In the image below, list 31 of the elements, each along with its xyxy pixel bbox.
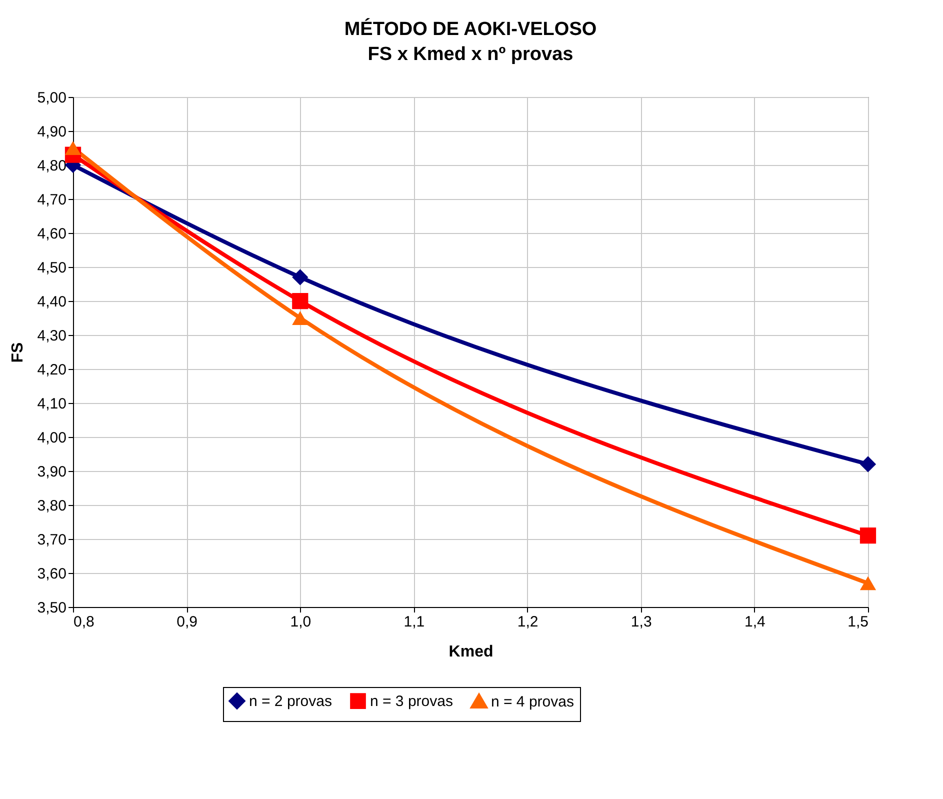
legend-label: n = 3 provas [370,693,453,710]
y-tick-label: 5,00 [37,90,66,106]
y-tick-label: 4,80 [37,158,66,174]
y-tick-label: 3,50 [37,600,66,616]
y-tick-label: 4,20 [37,362,66,378]
x-tick-label: 1,3 [630,614,652,630]
y-tick-label: 4,40 [37,294,66,310]
y-tick-label: 3,60 [37,566,66,582]
x-tick-label: 1,5 [848,614,868,630]
x-tick-label: 1,0 [290,614,312,630]
chart-title: MÉTODO DE AOKI-VELOSO [344,18,597,40]
y-tick-label: 4,50 [37,260,66,276]
y-tick-label: 4,10 [37,396,66,412]
y-tick-label: 3,70 [37,532,66,548]
x-tick-label: 0,9 [176,614,198,630]
y-tick-label: 3,90 [37,464,66,480]
x-tick-label: 1,4 [744,614,766,630]
x-tick-label: 1,2 [517,614,538,630]
y-axis-title: FS [9,342,26,363]
y-tick-label: 4,30 [37,328,66,344]
x-axis-title: Kmed [448,644,494,660]
legend-label: n = 2 provas [249,693,332,710]
legend-label: n = 4 provas [491,693,574,710]
y-tick-label: 4,00 [37,430,66,446]
x-tick-label: 1,1 [404,614,425,630]
x-tick-label: 0,8 [74,614,94,630]
y-tick-label: 3,80 [37,498,66,514]
y-tick-label: 4,90 [37,124,66,140]
y-tick-label: 4,70 [37,192,66,208]
chart-subtitle: FS x Kmed x nº provas [368,44,574,65]
y-tick-label: 4,60 [37,226,66,242]
